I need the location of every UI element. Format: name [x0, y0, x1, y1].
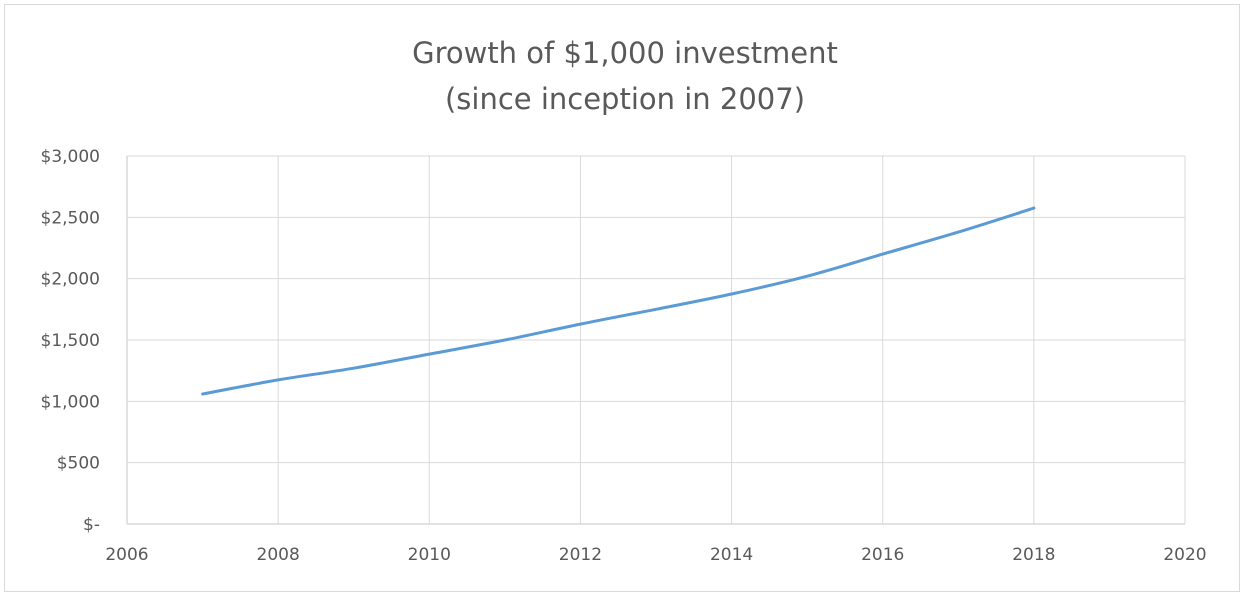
y-tick-label: $1,500: [41, 331, 100, 351]
x-tick-label: 2018: [1012, 545, 1055, 565]
x-tick-label: 2006: [105, 545, 148, 565]
x-tick-label: 2012: [559, 545, 602, 565]
x-axis-tick-labels: 2006 2008 2010 2012 2014 2016 2018 2020: [105, 545, 1206, 565]
y-tick-label: $3,000: [41, 147, 100, 167]
data-point: [806, 275, 809, 278]
series-group: [201, 206, 1036, 396]
axes: [126, 156, 1185, 525]
data-point: [957, 231, 960, 234]
data-point: [277, 378, 280, 381]
data-point: [655, 308, 658, 311]
y-tick-label: $500: [57, 454, 100, 474]
x-tick-label: 2008: [257, 545, 300, 565]
x-tick-label: 2014: [710, 545, 753, 565]
data-point: [201, 392, 204, 395]
series-line: [201, 206, 1036, 396]
y-axis-tick-labels: $- $500 $1,000 $1,500 $2,000 $2,500 $3,000: [41, 147, 100, 535]
data-point: [881, 253, 884, 256]
x-tick-label: 2010: [408, 545, 451, 565]
y-tick-label: $-: [83, 515, 100, 535]
y-tick-label: $2,000: [41, 270, 100, 290]
chart-subtitle: (since inception in 2007): [444, 82, 806, 116]
y-tick-label: $2,500: [41, 208, 100, 228]
data-point: [503, 339, 506, 342]
data-point: [352, 367, 355, 370]
data-point: [428, 353, 431, 356]
x-tick-label: 2016: [861, 545, 904, 565]
chart-title: Growth of $1,000 investment: [412, 36, 838, 70]
x-tick-label: 2020: [1163, 545, 1206, 565]
data-point: [579, 323, 582, 326]
y-tick-label: $1,000: [41, 392, 100, 412]
data-point: [1032, 207, 1035, 210]
data-point: [730, 293, 733, 296]
chart-title-block: Growth of $1,000 investment (since incep…: [0, 30, 1250, 122]
gridlines: [127, 155, 1186, 524]
